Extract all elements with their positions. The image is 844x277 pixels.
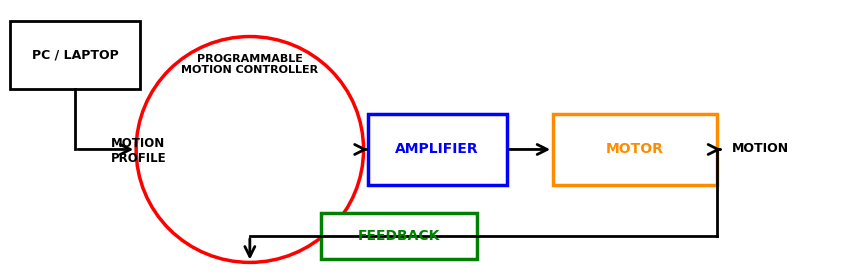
Text: MOTOR: MOTOR: [605, 142, 663, 157]
FancyBboxPatch shape: [367, 114, 506, 185]
Text: FEEDBACK: FEEDBACK: [358, 229, 440, 243]
FancyBboxPatch shape: [552, 114, 717, 185]
FancyBboxPatch shape: [321, 212, 477, 259]
Text: PROGRAMMABLE
MOTION CONTROLLER: PROGRAMMABLE MOTION CONTROLLER: [181, 54, 318, 75]
Text: PC / LAPTOP: PC / LAPTOP: [32, 48, 118, 61]
Text: AMPLIFIER: AMPLIFIER: [395, 142, 479, 157]
FancyBboxPatch shape: [10, 20, 140, 89]
Text: MOTION
PROFILE: MOTION PROFILE: [111, 137, 166, 165]
Ellipse shape: [136, 37, 363, 262]
Text: MOTION: MOTION: [731, 142, 787, 155]
